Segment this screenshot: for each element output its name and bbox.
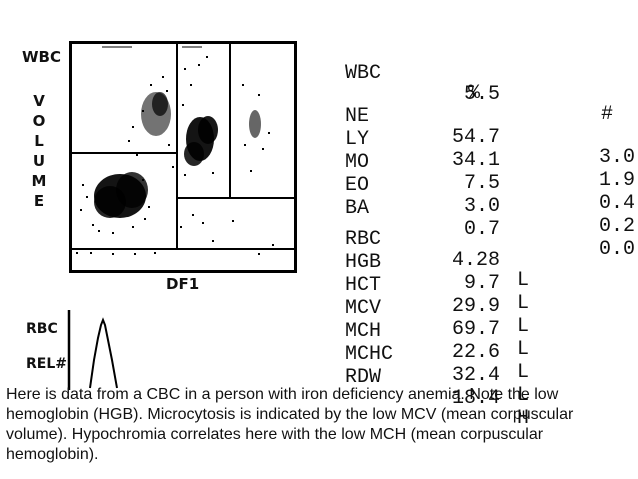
index-name: HCT: [345, 274, 382, 298]
index-name: MCV: [345, 297, 382, 321]
differential-row-mo: MO 7.5 0.4: [345, 133, 635, 213]
percent-value: 54.7: [451, 125, 500, 149]
index-name: RDW: [345, 366, 382, 390]
index-flag: L: [517, 314, 530, 338]
absolute-value: 0.0: [598, 237, 635, 261]
cell-type: LY: [345, 128, 370, 152]
wbc-label: WBC: [345, 62, 382, 86]
volume-letter: O: [32, 112, 46, 130]
index-row-mcv: MCV 69.7 L: [345, 279, 635, 359]
index-value: 22.6: [451, 340, 500, 364]
index-name: MCH: [345, 320, 382, 344]
percent-header: %: [467, 82, 480, 106]
absolute-value: 0.2: [598, 214, 635, 238]
scatter-dots: [76, 46, 274, 255]
cell-type: BA: [345, 197, 370, 221]
percent-value: 34.1: [451, 148, 500, 172]
scatter-x-axis-label: DF1: [166, 275, 200, 293]
absolute-header: #: [600, 102, 613, 126]
percent-value: 0.7: [463, 217, 500, 241]
index-name: MCHC: [345, 343, 394, 367]
index-value: 18.4: [451, 386, 500, 410]
wbc-header-row: % #: [345, 64, 635, 124]
index-row-rdw: RDW 18.4 H: [345, 348, 635, 428]
caption-text: Here is data from a CBC in a person with…: [6, 386, 574, 463]
differential-row-ba: BA 0.7 0.0: [345, 179, 635, 259]
scatter-y-axis-label: V O L U M E: [29, 91, 49, 211]
index-row-hgb: HGB 9.7 L: [345, 233, 635, 313]
absolute-value: 0.4: [598, 191, 635, 215]
divider-vertical-2: [229, 44, 231, 198]
differential-row-eo: EO 3.0 0.2: [345, 156, 635, 236]
wbc-total-row: WBC 5.5: [345, 44, 635, 104]
rbc-histogram: [67, 310, 118, 390]
index-value: 29.9: [451, 294, 500, 318]
index-flag: L: [517, 268, 530, 292]
wbc-scatter-plot: [69, 41, 297, 273]
index-flag: L: [517, 291, 530, 315]
index-row-mchc: MCHC 32.4 L: [345, 325, 635, 405]
index-row-hct: HCT 29.9 L: [345, 256, 635, 336]
cell-type: MO: [345, 151, 370, 175]
percent-value: 7.5: [463, 171, 500, 195]
volume-letter: V: [33, 92, 45, 110]
cell-type: NE: [345, 105, 370, 129]
index-value: 32.4: [451, 363, 500, 387]
index-row-rbc: RBC 4.28 L: [345, 210, 635, 290]
volume-letter: U: [32, 152, 46, 170]
divider-vertical-1: [176, 44, 178, 248]
index-flag: H: [517, 406, 530, 430]
wbc-value: 5.5: [463, 82, 500, 106]
index-row-mch: MCH 22.6 L: [345, 302, 635, 382]
index-flag: L: [517, 383, 530, 407]
percent-value: 3.0: [463, 194, 500, 218]
absolute-value: 1.9: [598, 168, 635, 192]
absolute-value: 3.0: [598, 145, 635, 169]
differential-row-ne: NE 54.7 3.0: [345, 87, 635, 167]
divider-horizontal-left: [72, 152, 178, 154]
volume-letter: E: [33, 192, 45, 210]
index-value: 69.7: [451, 317, 500, 341]
index-value: 4.28: [451, 248, 500, 272]
divider-bottom-strip: [72, 248, 296, 250]
index-name: RBC: [345, 228, 382, 252]
index-flag: L: [517, 360, 530, 384]
histogram-label-rbc: RBC: [26, 321, 58, 337]
histogram-label-rel: REL#: [26, 356, 67, 372]
index-name: HGB: [345, 251, 382, 275]
differential-row-ly: LY 34.1 1.9: [345, 110, 635, 190]
divider-horizontal-right: [176, 197, 296, 199]
index-flag: L: [517, 337, 530, 361]
volume-letter: L: [34, 132, 44, 150]
volume-letter: M: [31, 172, 47, 190]
scatter-y-title: WBC: [22, 48, 61, 66]
index-value: 9.7: [463, 271, 500, 295]
cell-type: EO: [345, 174, 370, 198]
